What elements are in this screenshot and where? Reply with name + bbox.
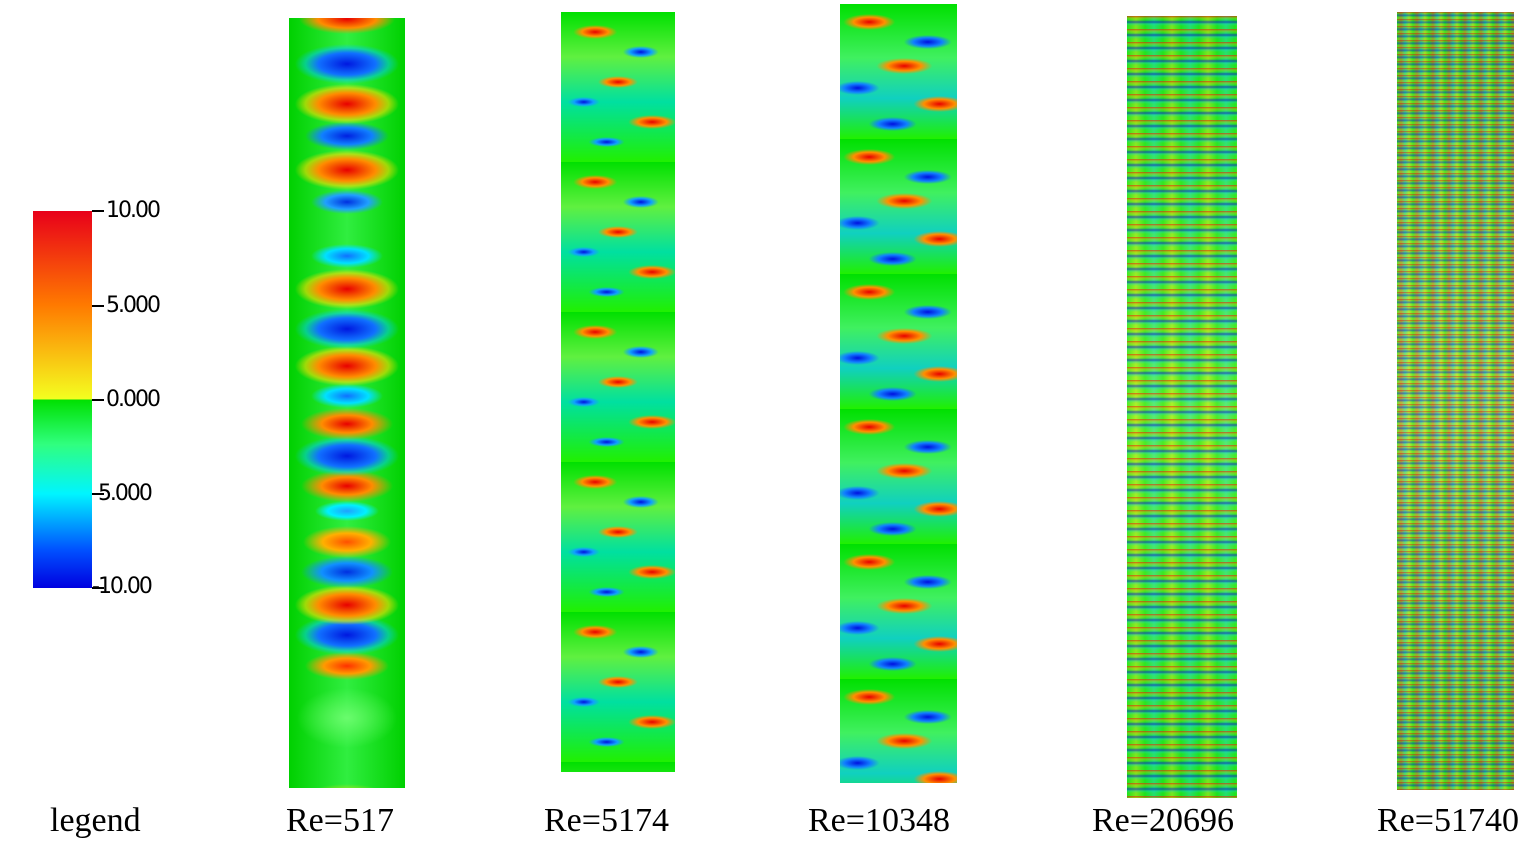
colorbar-label-minus5: -5.000 [92,481,153,506]
caption-re-517: Re=517 [286,802,394,839]
colorbar-label-5: 5.000 [106,293,161,318]
colorbar-tick-5 [92,305,104,307]
contour-panel-re-20696 [1127,16,1237,798]
caption-legend: legend [50,802,141,839]
colorbar-tick-minus5 [92,493,104,495]
caption-re-5174: Re=5174 [544,802,669,839]
contour-panel-re-5174 [561,12,675,772]
colorbar-tick-min [92,587,104,589]
colorbar-tick-max [92,210,104,212]
contour-panel-re-517 [289,18,405,788]
caption-re-10348: Re=10348 [808,802,950,839]
contour-panel-re-10348 [840,4,957,783]
colorbar-label-min: -10.00 [92,574,153,599]
contour-panel-re-51740 [1397,12,1514,790]
colorbar-label-0: 0.000 [106,387,161,412]
caption-re-51740: Re=51740 [1377,802,1519,839]
colorbar-tick-0 [92,399,104,401]
colorbar-label-max: 10.00 [106,198,161,223]
caption-re-20696: Re=20696 [1092,802,1234,839]
colorbar-legend [33,211,92,588]
